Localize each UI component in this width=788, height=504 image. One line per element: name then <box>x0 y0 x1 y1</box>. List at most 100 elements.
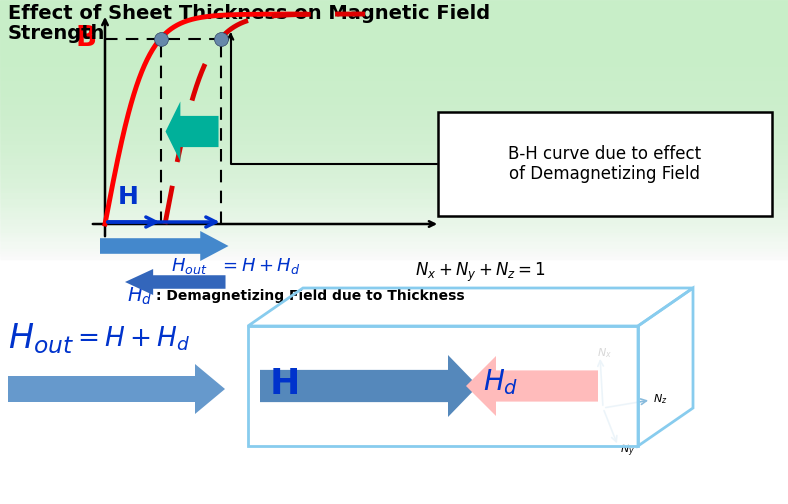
Bar <box>0 228 788 229</box>
Bar <box>0 99 788 100</box>
Bar <box>0 77 788 78</box>
Bar <box>0 169 788 170</box>
Bar <box>0 244 788 245</box>
Bar <box>0 94 788 95</box>
Bar <box>0 41 788 42</box>
Bar <box>0 69 788 70</box>
Bar <box>0 1 788 2</box>
Bar <box>0 120 788 121</box>
Bar <box>0 80 788 81</box>
Bar <box>0 81 788 82</box>
Bar <box>0 239 788 240</box>
Bar <box>0 243 788 244</box>
Bar <box>0 7 788 8</box>
Bar <box>0 178 788 179</box>
Bar <box>0 154 788 155</box>
Bar <box>0 29 788 30</box>
Bar <box>0 177 788 178</box>
Bar <box>0 250 788 251</box>
Bar <box>0 136 788 137</box>
Bar <box>0 210 788 211</box>
Bar <box>0 240 788 241</box>
Bar <box>0 107 788 108</box>
Bar <box>0 223 788 224</box>
Bar <box>0 254 788 255</box>
Bar <box>0 64 788 65</box>
Bar <box>0 160 788 161</box>
Bar <box>0 245 788 246</box>
Bar <box>0 24 788 25</box>
Bar <box>0 109 788 110</box>
Bar <box>0 146 788 147</box>
Bar <box>0 168 788 169</box>
Bar <box>0 122 788 123</box>
Bar <box>0 119 788 120</box>
Text: B-H curve due to effect
of Demagnetizing Field: B-H curve due to effect of Demagnetizing… <box>508 145 701 183</box>
Bar <box>0 132 788 133</box>
Text: $N_z$: $N_z$ <box>653 392 667 406</box>
Bar <box>0 111 788 112</box>
Bar <box>0 179 788 180</box>
Bar <box>0 238 788 239</box>
Bar <box>0 6 788 7</box>
Bar <box>0 217 788 218</box>
Bar <box>0 114 788 115</box>
Bar <box>0 207 788 208</box>
Bar <box>0 185 788 186</box>
Bar <box>0 17 788 18</box>
Bar <box>0 257 788 258</box>
Bar <box>0 153 788 154</box>
Bar <box>0 161 788 162</box>
Bar <box>0 202 788 203</box>
Bar <box>0 123 788 124</box>
Bar <box>0 138 788 139</box>
Polygon shape <box>165 101 218 161</box>
Bar <box>0 163 788 164</box>
Bar <box>0 3 788 4</box>
Bar <box>0 56 788 57</box>
Bar <box>0 18 788 19</box>
Bar <box>0 170 788 171</box>
Bar <box>0 229 788 230</box>
Bar <box>0 214 788 215</box>
Bar <box>0 46 788 47</box>
Bar <box>0 44 788 45</box>
Polygon shape <box>125 269 225 295</box>
Bar <box>0 191 788 192</box>
Bar <box>0 47 788 48</box>
Bar <box>0 63 788 64</box>
Bar <box>0 42 788 43</box>
Bar <box>0 26 788 27</box>
Bar <box>0 75 788 76</box>
Bar <box>0 225 788 226</box>
Bar <box>0 172 788 173</box>
Bar <box>0 40 788 41</box>
Bar <box>0 220 788 221</box>
Bar <box>0 135 788 136</box>
Text: H: H <box>270 367 300 401</box>
Bar <box>0 167 788 168</box>
Bar <box>0 13 788 14</box>
Bar <box>0 173 788 174</box>
Bar <box>0 148 788 149</box>
Bar <box>0 246 788 247</box>
Bar <box>0 115 788 116</box>
Bar <box>0 200 788 201</box>
FancyBboxPatch shape <box>438 112 772 216</box>
Bar <box>0 48 788 49</box>
Bar <box>0 233 788 234</box>
Bar <box>0 193 788 194</box>
Bar <box>0 130 788 131</box>
Bar <box>0 2 788 3</box>
Bar <box>0 22 788 23</box>
Bar <box>0 52 788 53</box>
Bar <box>0 126 788 127</box>
Bar <box>0 144 788 145</box>
Bar <box>0 84 788 85</box>
Bar <box>0 125 788 126</box>
Bar <box>0 152 788 153</box>
Bar <box>0 176 788 177</box>
Bar <box>0 72 788 73</box>
Bar <box>0 186 788 187</box>
Bar <box>0 45 788 46</box>
